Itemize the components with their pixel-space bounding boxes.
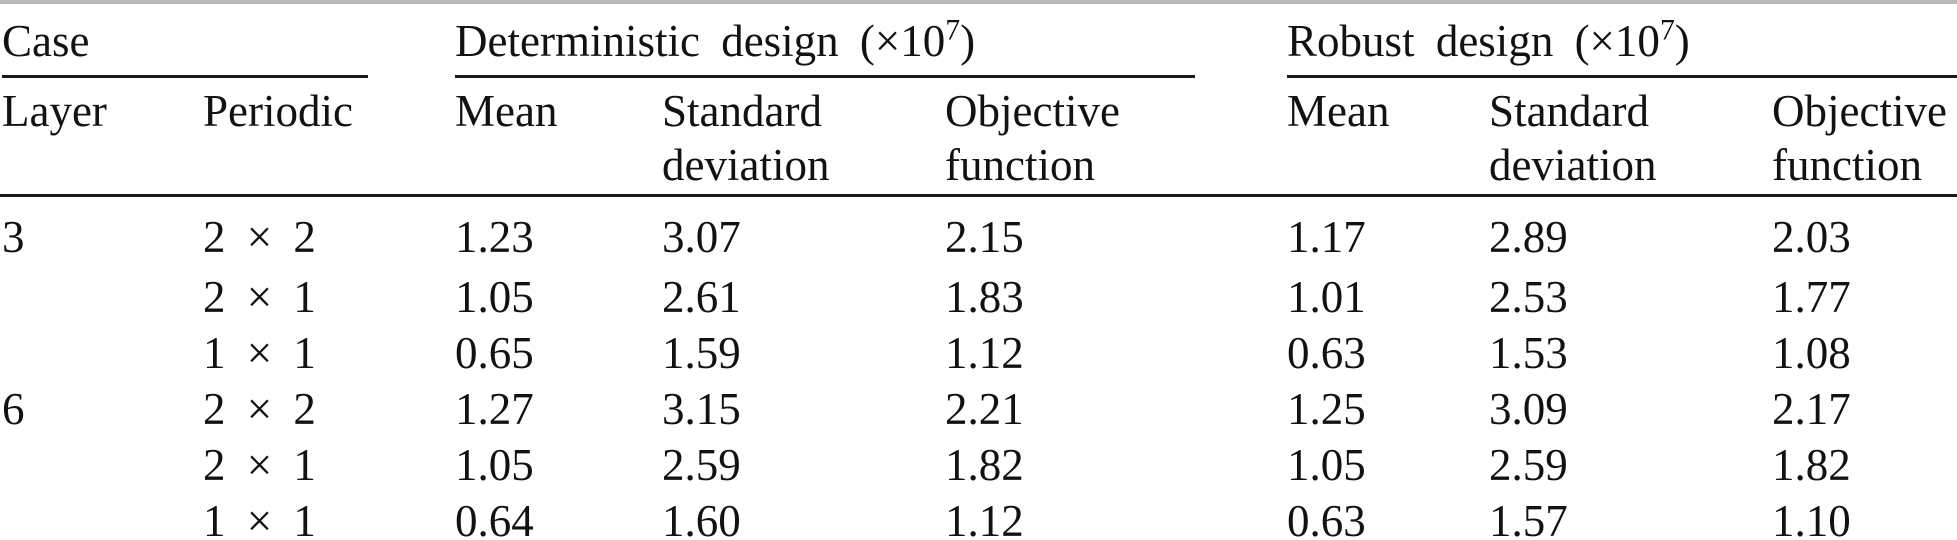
cell-rob-std: 1.57	[1489, 496, 1568, 540]
col-header-layer: Layer	[0, 78, 201, 197]
cell-det-objective: 2.21	[945, 384, 1024, 434]
group-label: Deterministic design (×10	[455, 16, 946, 66]
cell-rob-mean: 0.63	[1287, 328, 1366, 378]
col-header-line: Objective	[1772, 86, 1947, 136]
col-header-line: Standard	[662, 86, 822, 136]
cell-rob-std: 2.59	[1489, 440, 1568, 490]
cell-periodic: 2 × 1	[203, 440, 316, 490]
cell-det-objective: 1.12	[945, 328, 1024, 378]
col-header-line: deviation	[662, 140, 830, 190]
col-header-line: function	[1772, 140, 1923, 190]
cell-rob-std: 2.89	[1489, 212, 1568, 262]
col-header-det-mean: Mean	[453, 78, 661, 197]
col-header-det-std: Standard deviation	[660, 78, 944, 197]
cell-layer	[0, 437, 201, 493]
group-label-suffix: )	[1674, 16, 1690, 66]
col-header-rob-mean: Mean	[1285, 78, 1488, 197]
results-table: Case Deterministic design (×107) Robust …	[0, 4, 1957, 540]
cell-periodic: 2 × 1	[203, 272, 316, 322]
cell-det-mean: 1.27	[455, 384, 534, 434]
column-header-row: Layer Periodic Mean Standard deviation O…	[0, 78, 1957, 197]
cell-det-objective: 1.12	[945, 496, 1024, 540]
cell-periodic: 1 × 1	[203, 328, 316, 378]
col-header-line: deviation	[1489, 140, 1657, 190]
cell-det-mean: 1.05	[455, 440, 534, 490]
cell-det-mean: 0.65	[455, 328, 534, 378]
cell-periodic: 1 × 1	[203, 496, 316, 540]
cell-rob-mean: 1.01	[1287, 272, 1366, 322]
cell-rob-mean: 1.17	[1287, 212, 1366, 262]
cell-periodic: 2 × 2	[203, 212, 316, 262]
table-row: 1 × 1 0.65 1.59 1.12 0.63 1.53 1.08	[0, 325, 1957, 381]
cell-rob-objective: 1.82	[1772, 440, 1851, 490]
cell-rob-objective: 1.10	[1772, 496, 1851, 540]
cell-rob-objective: 1.77	[1772, 272, 1851, 322]
group-header-row: Case Deterministic design (×107) Robust …	[0, 4, 1957, 78]
cell-periodic: 2 × 2	[203, 384, 316, 434]
cell-rob-objective: 1.08	[1772, 328, 1851, 378]
table-top-rule	[0, 0, 1957, 4]
cell-layer	[0, 325, 201, 381]
cell-det-std: 1.59	[662, 328, 741, 378]
cell-det-mean: 0.64	[455, 496, 534, 540]
cell-rob-std: 2.53	[1489, 272, 1568, 322]
cell-rob-objective: 2.17	[1772, 384, 1851, 434]
cell-layer: 6	[2, 384, 25, 434]
cell-rob-mean: 1.25	[1287, 384, 1366, 434]
table-row: 3 2 × 2 1.23 3.07 2.15 1.17 2.89 2.03	[0, 196, 1957, 270]
cell-layer	[0, 269, 201, 325]
col-header-rob-std: Standard deviation	[1487, 78, 1771, 197]
cell-layer	[0, 493, 201, 540]
col-header-line: Standard	[1489, 86, 1650, 136]
cell-rob-std: 3.09	[1489, 384, 1568, 434]
group-exponent: 7	[1659, 14, 1675, 47]
col-header-line: Objective	[945, 86, 1120, 136]
col-header-rob-objective: Objective function	[1770, 78, 1957, 197]
col-header-line: function	[945, 140, 1095, 190]
cell-det-objective: 1.82	[945, 440, 1024, 490]
cell-det-std: 1.60	[662, 496, 741, 540]
cell-rob-mean: 0.63	[1287, 496, 1366, 540]
group-label: Case	[2, 16, 90, 66]
cell-det-std: 3.15	[662, 384, 741, 434]
group-header-robust: Robust design (×107)	[1287, 16, 1957, 78]
cell-rob-mean: 1.05	[1287, 440, 1366, 490]
cell-det-objective: 2.15	[945, 212, 1024, 262]
cell-layer: 3	[2, 212, 25, 262]
col-header-periodic: Periodic	[201, 78, 454, 197]
group-header-deterministic: Deterministic design (×107)	[455, 14, 1196, 78]
table-row: 2 × 1 1.05 2.61 1.83 1.01 2.53 1.77	[0, 269, 1957, 325]
cell-det-std: 3.07	[662, 212, 741, 262]
col-header-det-objective: Objective function	[943, 78, 1286, 197]
cell-det-std: 2.59	[662, 440, 741, 490]
cell-rob-std: 1.53	[1489, 328, 1568, 378]
group-label: Robust design (×10	[1287, 16, 1660, 66]
cell-det-mean: 1.05	[455, 272, 534, 322]
cell-rob-objective: 2.03	[1772, 212, 1851, 262]
group-header-case: Case	[2, 16, 369, 78]
table-row: 1 × 1 0.64 1.60 1.12 0.63 1.57 1.10	[0, 493, 1957, 540]
table-row: 2 × 1 1.05 2.59 1.82 1.05 2.59 1.82	[0, 437, 1957, 493]
cell-det-mean: 1.23	[455, 212, 534, 262]
cell-det-objective: 1.83	[945, 272, 1024, 322]
group-label-suffix: )	[960, 16, 976, 66]
group-exponent: 7	[945, 14, 961, 47]
table-row: 6 2 × 2 1.27 3.15 2.21 1.25 3.09 2.17	[0, 381, 1957, 437]
cell-det-std: 2.61	[662, 272, 741, 322]
